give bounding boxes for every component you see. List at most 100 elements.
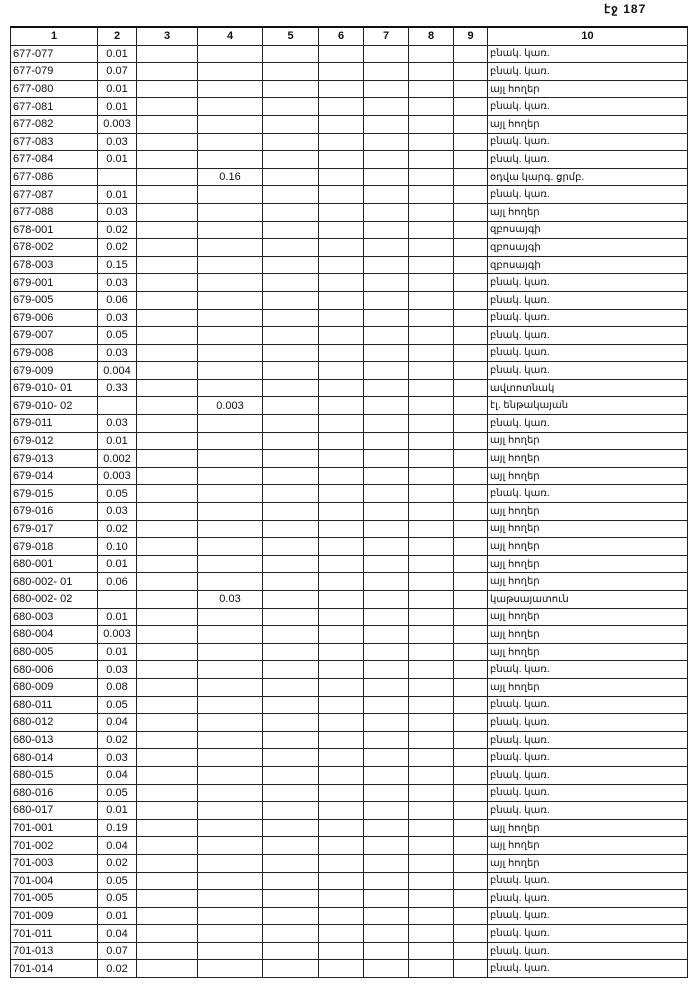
empty-cell-col3 bbox=[136, 572, 198, 591]
table-row: 680-014 0.03 բնակ. կառ. bbox=[10, 748, 688, 767]
empty-cell-col8 bbox=[408, 906, 454, 926]
parcel-code: 701-005 bbox=[10, 889, 98, 908]
area-col2: 0.07 bbox=[97, 941, 137, 961]
empty-cell-col9 bbox=[453, 554, 488, 574]
land-parcel-table: 1 2 3 4 5 6 7 8 9 10 677-077 0.01 բնակ. կառ. 677-079… bbox=[10, 25, 688, 979]
empty-cell-col7 bbox=[363, 150, 409, 169]
area-col2: 0.03 bbox=[97, 273, 137, 292]
land-use-text: բնակ. կառ. bbox=[490, 101, 550, 113]
land-use: բնակ. կառ. bbox=[487, 959, 688, 979]
empty-cell-col6 bbox=[318, 220, 364, 240]
empty-cell-col3 bbox=[136, 396, 198, 416]
empty-cell-col7 bbox=[363, 220, 409, 240]
land-use: այլ հողեր bbox=[487, 554, 688, 574]
empty-cell-col3 bbox=[136, 326, 198, 345]
empty-cell-col7 bbox=[363, 748, 409, 767]
parcel-code: 680-013 bbox=[10, 730, 98, 750]
empty-cell-col9 bbox=[453, 765, 488, 785]
empty-cell-col9 bbox=[453, 79, 488, 99]
area-col2: 0.003 bbox=[97, 625, 137, 644]
empty-cell-col3 bbox=[136, 255, 198, 275]
area-col2: 0.05 bbox=[97, 871, 137, 891]
land-use-text: բնակ. կառ. bbox=[490, 945, 550, 957]
empty-cell-col7 bbox=[363, 132, 409, 152]
area-col2: 0.19 bbox=[97, 818, 137, 838]
empty-cell-col7 bbox=[363, 853, 409, 873]
empty-cell-col7 bbox=[363, 378, 409, 398]
parcel-code: 679-013 bbox=[10, 449, 98, 468]
parcel-code: 701-013 bbox=[10, 941, 98, 961]
land-use: բնակ. կառ. bbox=[487, 326, 688, 345]
empty-cell-col7 bbox=[363, 308, 409, 328]
empty-cell-col5 bbox=[262, 959, 319, 979]
empty-cell-col9 bbox=[453, 537, 488, 556]
empty-cell-col9 bbox=[453, 290, 488, 310]
parcel-code: 680-002- 01 bbox=[10, 572, 98, 591]
land-use: բնակ. կառ. bbox=[487, 660, 688, 679]
table-row: 701-002 0.04 այլ հողեր bbox=[10, 836, 688, 855]
parcel-code: 679-018 bbox=[10, 537, 98, 556]
empty-cell-col6 bbox=[318, 590, 364, 609]
empty-cell-col6 bbox=[318, 273, 364, 292]
area-col4 bbox=[197, 871, 263, 891]
land-use-text: այլ հողեր bbox=[490, 523, 540, 535]
empty-cell-col6 bbox=[318, 290, 364, 310]
empty-cell-col8 bbox=[408, 44, 454, 64]
empty-cell-col5 bbox=[262, 677, 319, 697]
empty-cell-col6 bbox=[318, 537, 364, 556]
empty-cell-col5 bbox=[262, 308, 319, 328]
empty-cell-col9 bbox=[453, 607, 488, 627]
empty-cell-col8 bbox=[408, 889, 454, 908]
empty-cell-col3 bbox=[136, 167, 198, 187]
land-use: բնակ. կառ. bbox=[487, 941, 688, 961]
empty-cell-col7 bbox=[363, 537, 409, 556]
empty-cell-col6 bbox=[318, 607, 364, 627]
area-col2: 0.05 bbox=[97, 484, 137, 504]
table-row: 680-009 0.08 այլ հողեր bbox=[10, 677, 688, 697]
empty-cell-col8 bbox=[408, 801, 454, 820]
area-col4 bbox=[197, 695, 263, 715]
empty-cell-col7 bbox=[363, 484, 409, 504]
parcel-code: 678-002 bbox=[10, 238, 98, 257]
empty-cell-col3 bbox=[136, 343, 198, 363]
empty-cell-col8 bbox=[408, 924, 454, 943]
empty-cell-col8 bbox=[408, 326, 454, 345]
empty-cell-col3 bbox=[136, 308, 198, 328]
empty-cell-col8 bbox=[408, 290, 454, 310]
empty-cell-col3 bbox=[136, 449, 198, 468]
empty-cell-col8 bbox=[408, 871, 454, 891]
empty-cell-col8 bbox=[408, 185, 454, 204]
land-use: այլ հողեր bbox=[487, 79, 688, 99]
empty-cell-col7 bbox=[363, 871, 409, 891]
land-use: այլ հողեր bbox=[487, 537, 688, 556]
empty-cell-col9 bbox=[453, 62, 488, 81]
table-row: 680-001 0.01 այլ հողեր bbox=[10, 554, 688, 574]
table-row: 679-014 0.003 այլ հողեր bbox=[10, 466, 688, 486]
area-col2: 0.04 bbox=[97, 765, 137, 785]
land-use: բնակ. կառ. bbox=[487, 484, 688, 504]
area-col4 bbox=[197, 519, 263, 539]
empty-cell-col8 bbox=[408, 572, 454, 591]
area-col4 bbox=[197, 255, 263, 275]
empty-cell-col7 bbox=[363, 238, 409, 257]
empty-cell-col3 bbox=[136, 818, 198, 838]
table-row: 680-017 0.01 բնակ. կառ. bbox=[10, 801, 688, 820]
empty-cell-col9 bbox=[453, 202, 488, 222]
empty-cell-col5 bbox=[262, 449, 319, 468]
empty-cell-col3 bbox=[136, 519, 198, 539]
empty-cell-col9 bbox=[453, 308, 488, 328]
land-use: կաթսայատուն bbox=[487, 590, 688, 609]
land-use-text: այլ հողեր bbox=[490, 118, 540, 130]
empty-cell-col3 bbox=[136, 484, 198, 504]
land-use: էլ. ենթակայան bbox=[487, 396, 688, 416]
table-row: 679-009 0.004 բնակ. կառ. bbox=[10, 361, 688, 380]
empty-cell-col7 bbox=[363, 818, 409, 838]
land-use: բնակ. կառ. bbox=[487, 906, 688, 926]
empty-cell-col5 bbox=[262, 783, 319, 803]
empty-cell-col3 bbox=[136, 537, 198, 556]
area-col4 bbox=[197, 378, 263, 398]
table-row: 680-003 0.01 այլ հողեր bbox=[10, 607, 688, 627]
empty-cell-col9 bbox=[453, 326, 488, 345]
empty-cell-col8 bbox=[408, 414, 454, 433]
